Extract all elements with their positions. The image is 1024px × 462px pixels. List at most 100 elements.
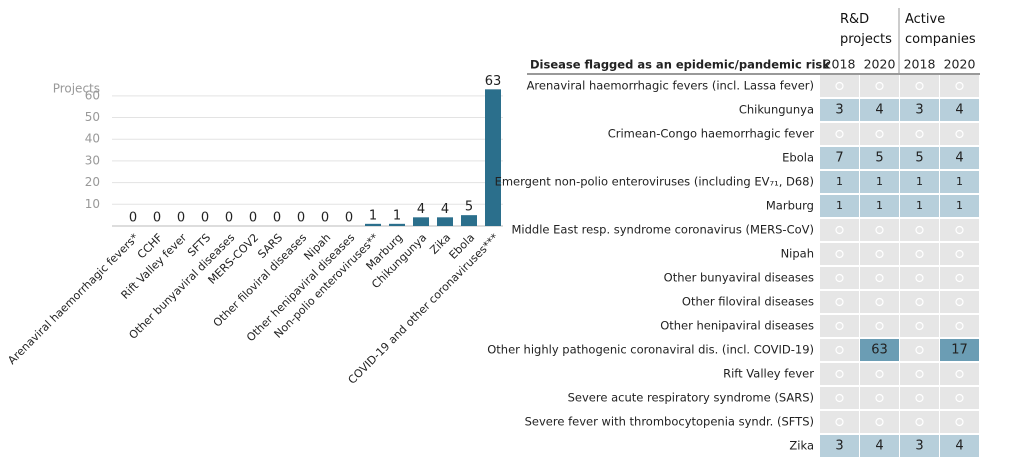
value-label: 63 xyxy=(485,74,502,89)
empty-marker xyxy=(915,273,924,283)
bar xyxy=(413,217,429,226)
empty-marker xyxy=(835,273,844,283)
y-axis-label: Projects xyxy=(53,82,100,96)
bar xyxy=(461,215,477,226)
cell-value: 1 xyxy=(836,175,843,188)
empty-marker xyxy=(915,417,924,427)
cell xyxy=(940,123,979,145)
row-label: Middle East resp. syndrome coronavirus (… xyxy=(512,223,815,237)
row-label: Emergent non-polio enteroviruses (includ… xyxy=(495,175,814,189)
cell xyxy=(940,219,979,241)
empty-marker xyxy=(835,393,844,403)
row-label: Other filoviral diseases xyxy=(682,295,814,309)
cell xyxy=(820,147,859,169)
cell xyxy=(860,171,899,193)
empty-marker xyxy=(955,297,964,307)
value-label: 0 xyxy=(201,211,209,226)
empty-marker xyxy=(875,297,884,307)
cell-value: 5 xyxy=(915,151,923,166)
cell xyxy=(820,339,859,361)
cell xyxy=(820,195,859,217)
cell xyxy=(860,75,899,97)
cell-value: 1 xyxy=(956,199,963,212)
cell xyxy=(820,123,859,145)
cell xyxy=(940,315,979,337)
cell xyxy=(900,75,939,97)
year-header: 2020 xyxy=(944,57,976,72)
empty-marker xyxy=(835,225,844,235)
cell xyxy=(860,387,899,409)
cell xyxy=(940,411,979,433)
cell xyxy=(900,171,939,193)
empty-marker xyxy=(915,225,924,235)
cell xyxy=(900,123,939,145)
value-label: 0 xyxy=(249,211,257,226)
row-label: Zika xyxy=(789,439,814,453)
cell xyxy=(940,387,979,409)
cell xyxy=(940,267,979,289)
cell xyxy=(940,99,979,121)
cell xyxy=(940,363,979,385)
cell xyxy=(900,195,939,217)
value-label: 0 xyxy=(345,211,353,226)
empty-marker xyxy=(875,393,884,403)
cell xyxy=(820,315,859,337)
bar xyxy=(389,223,405,226)
cell-value: 5 xyxy=(875,151,883,166)
cell xyxy=(940,435,979,457)
empty-marker xyxy=(875,321,884,331)
cell xyxy=(940,195,979,217)
group-header: Active companies xyxy=(905,12,976,47)
empty-marker xyxy=(835,369,844,379)
value-label: 0 xyxy=(129,211,137,226)
row-label: Arenaviral haemorrhagic fevers (incl. La… xyxy=(527,79,814,93)
cell xyxy=(860,435,899,457)
value-label: 1 xyxy=(393,208,401,223)
empty-marker xyxy=(875,225,884,235)
cell xyxy=(900,387,939,409)
empty-marker xyxy=(835,249,844,259)
value-label: 0 xyxy=(297,211,305,226)
cell xyxy=(860,147,899,169)
row-label: Other highly pathogenic coronaviral dis.… xyxy=(487,343,814,357)
empty-marker xyxy=(835,297,844,307)
empty-marker xyxy=(955,369,964,379)
cell xyxy=(820,99,859,121)
row-label: Rift Valley fever xyxy=(723,367,814,381)
empty-marker xyxy=(915,393,924,403)
value-label: 0 xyxy=(273,211,281,226)
empty-marker xyxy=(955,129,964,139)
year-header: 2018 xyxy=(824,57,856,72)
empty-marker xyxy=(835,321,844,331)
cell xyxy=(860,291,899,313)
row-label: Nipah xyxy=(781,247,814,261)
cell xyxy=(860,363,899,385)
bar xyxy=(365,223,381,226)
empty-marker xyxy=(875,129,884,139)
empty-marker xyxy=(915,81,924,91)
cell xyxy=(860,219,899,241)
x-tick-label: COVID-19 and other coronaviruses*** xyxy=(346,231,502,387)
cell xyxy=(860,99,899,121)
row-label: Marburg xyxy=(766,199,814,213)
empty-marker xyxy=(875,249,884,259)
y-tick-label: 60 xyxy=(85,88,100,102)
empty-marker xyxy=(955,321,964,331)
table-header: Disease flagged as an epidemic/pandemic … xyxy=(530,58,830,72)
empty-marker xyxy=(915,345,924,355)
empty-marker xyxy=(915,297,924,307)
cell xyxy=(900,339,939,361)
cell-value: 1 xyxy=(836,199,843,212)
cell-value: 1 xyxy=(916,175,923,188)
empty-marker xyxy=(955,393,964,403)
bar xyxy=(437,217,453,226)
y-tick-label: 30 xyxy=(85,153,100,167)
cell-value: 3 xyxy=(835,103,843,118)
cell-value: 1 xyxy=(916,199,923,212)
empty-marker xyxy=(835,345,844,355)
empty-marker xyxy=(915,369,924,379)
year-header: 2020 xyxy=(864,57,896,72)
cell xyxy=(820,243,859,265)
value-label: 0 xyxy=(225,211,233,226)
